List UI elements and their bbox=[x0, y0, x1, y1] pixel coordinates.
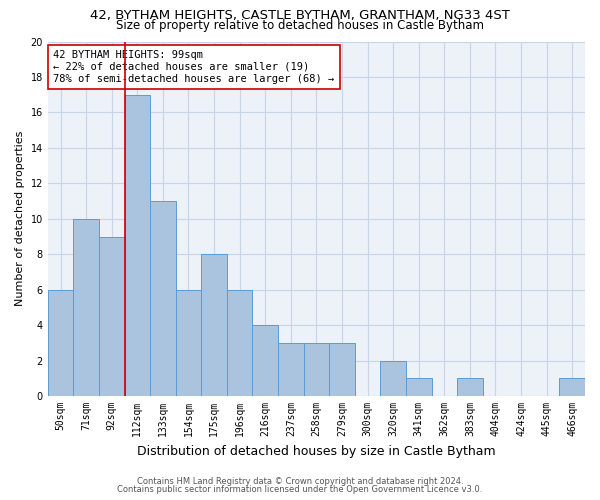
Text: Size of property relative to detached houses in Castle Bytham: Size of property relative to detached ho… bbox=[116, 19, 484, 32]
Bar bbox=[329, 343, 355, 396]
Bar bbox=[73, 219, 99, 396]
Bar bbox=[201, 254, 227, 396]
Bar bbox=[125, 94, 150, 396]
Bar bbox=[406, 378, 431, 396]
Text: 42 BYTHAM HEIGHTS: 99sqm
← 22% of detached houses are smaller (19)
78% of semi-d: 42 BYTHAM HEIGHTS: 99sqm ← 22% of detach… bbox=[53, 50, 334, 84]
Bar bbox=[48, 290, 73, 396]
Text: Contains HM Land Registry data © Crown copyright and database right 2024.: Contains HM Land Registry data © Crown c… bbox=[137, 477, 463, 486]
Y-axis label: Number of detached properties: Number of detached properties bbox=[15, 131, 25, 306]
Bar bbox=[99, 236, 125, 396]
Text: Contains public sector information licensed under the Open Government Licence v3: Contains public sector information licen… bbox=[118, 485, 482, 494]
Bar bbox=[176, 290, 201, 396]
Bar bbox=[457, 378, 482, 396]
Bar bbox=[559, 378, 585, 396]
Text: 42, BYTHAM HEIGHTS, CASTLE BYTHAM, GRANTHAM, NG33 4ST: 42, BYTHAM HEIGHTS, CASTLE BYTHAM, GRANT… bbox=[90, 9, 510, 22]
Bar bbox=[150, 201, 176, 396]
Bar bbox=[304, 343, 329, 396]
Bar bbox=[380, 360, 406, 396]
Bar bbox=[278, 343, 304, 396]
Bar bbox=[253, 325, 278, 396]
X-axis label: Distribution of detached houses by size in Castle Bytham: Distribution of detached houses by size … bbox=[137, 444, 496, 458]
Bar bbox=[227, 290, 253, 396]
